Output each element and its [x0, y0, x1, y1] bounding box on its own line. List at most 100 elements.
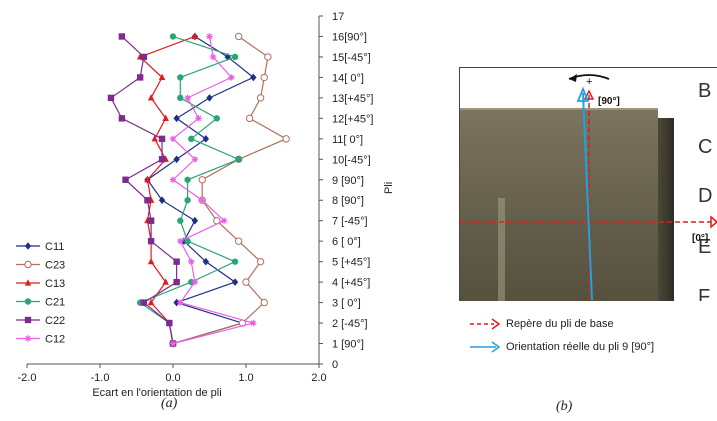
data-point-C13 [147, 298, 155, 306]
ruler-letter: B [698, 80, 712, 102]
data-point-C11 [191, 216, 199, 225]
legend-marker-C13 [24, 279, 32, 286]
data-point-C13 [147, 257, 155, 265]
y-tick-label: 17 [332, 11, 344, 23]
data-point-C12 [177, 237, 184, 245]
data-point-C22 [118, 115, 126, 122]
data-point-C23 [264, 53, 272, 61]
caption-b: (b) [556, 399, 573, 414]
y-tick-label: 3 [ 0°] [332, 298, 361, 310]
x-axis-label: Ecart en l'orientation de pli [92, 387, 221, 399]
data-point-C23 [256, 94, 265, 102]
data-point-C21 [188, 135, 195, 143]
data-point-C22 [140, 299, 147, 306]
data-point-C21 [184, 197, 191, 204]
photo-annotations: + [459, 74, 717, 300]
legend-label-C13: C13 [45, 278, 65, 290]
y-tick-label: 10[-45°] [332, 154, 371, 166]
data-point-C21 [177, 94, 184, 102]
data-point-C21 [184, 176, 191, 183]
data-point-C13 [191, 32, 199, 40]
data-point-C23 [242, 278, 250, 286]
data-point-C22 [158, 156, 166, 163]
data-point-C22 [136, 74, 144, 81]
y-tick-label: 13[+45°] [332, 93, 373, 105]
data-point-C22 [147, 237, 155, 245]
data-point-C11 [202, 257, 210, 266]
y-axis-label: Pli [383, 182, 395, 194]
photo-legend-actual: Orientation réelle du pli 9 [90°] [468, 341, 654, 353]
y-tick-label: 8 [90°] [332, 195, 364, 207]
data-point-C13 [144, 175, 151, 183]
data-point-C22 [122, 176, 129, 183]
x-tick-label: 0.0 [165, 372, 180, 384]
data-point-C12 [209, 53, 217, 61]
data-point-C12 [250, 319, 257, 327]
ruler-letter: F [698, 286, 711, 301]
y-tick-label: 16[90°] [332, 31, 367, 43]
data-point-C23 [282, 135, 290, 143]
data-point-C21 [177, 217, 184, 224]
data-point-C21 [213, 115, 220, 122]
data-point-C13 [158, 73, 166, 81]
data-point-C12 [169, 176, 177, 183]
data-point-C21 [231, 53, 239, 61]
data-point-C12 [184, 94, 191, 102]
data-point-C22 [166, 319, 173, 327]
actual-orientation-line [582, 92, 593, 300]
data-point-C21 [184, 237, 191, 245]
y-tick-label: 11[ 0°] [332, 134, 363, 146]
data-point-C23 [256, 257, 265, 266]
series-line-C12 [172, 36, 256, 345]
data-point-C13 [151, 135, 158, 142]
data-point-C11 [158, 196, 166, 205]
y-tick-label: 14[ 0°] [332, 72, 364, 84]
data-point-C12 [199, 197, 206, 204]
y-tick-label: 12[+45°] [332, 113, 373, 125]
legend-label-C23: C23 [45, 260, 65, 272]
series-line-C13 [139, 35, 196, 344]
x-tick-label: 1.0 [238, 372, 253, 384]
x-tick-label: -2.0 [18, 372, 37, 384]
data-point-C12 [169, 340, 177, 347]
y-tick-label: 6 [ 0°] [332, 236, 361, 248]
y-tick-label: 2 [-45°] [332, 318, 368, 330]
legend-label-C22: C22 [45, 315, 65, 327]
plate-image [460, 110, 658, 301]
y-tick-label: 1 [90°] [332, 339, 364, 351]
label-0: [0°] [692, 233, 709, 244]
data-point-C22 [147, 217, 155, 224]
legend-label-C12: C12 [45, 334, 65, 346]
label-90: [90°] [598, 96, 620, 107]
data-point-C13 [147, 94, 155, 101]
ply-deviation-chart: -2.0 -1.0 0.0 1.0 2.0 0 1 [90°] 2 [-45°] 3 [ 0°]… [16, 11, 395, 399]
data-point-C22 [173, 278, 180, 286]
y-tick-label: 0 [332, 359, 338, 371]
data-point-C23 [198, 176, 206, 184]
composite-plate-photo: B C D E F [90°] [0°] [459, 67, 717, 301]
svg-text:+: + [586, 76, 592, 88]
ruler-letter: C [698, 136, 713, 158]
data-point-C22 [107, 94, 115, 102]
caption-a: (a) [161, 396, 178, 411]
data-point-C11 [250, 73, 257, 82]
data-point-C11 [173, 114, 180, 123]
data-point-C22 [144, 197, 151, 204]
series-line-C23 [172, 35, 288, 345]
y-tick-label: 4 [+45°] [332, 277, 370, 289]
data-point-C23 [245, 114, 254, 123]
x-tick-label: -1.0 [91, 372, 110, 384]
data-point-C11 [224, 53, 231, 61]
legend-label-C21: C21 [45, 297, 65, 309]
ruler-letter: E [698, 236, 712, 258]
data-point-C22 [158, 135, 166, 143]
data-point-C12 [191, 278, 199, 286]
data-point-C22 [140, 53, 147, 61]
data-point-C13 [162, 114, 169, 121]
data-point-C21 [235, 156, 242, 163]
data-point-C12 [220, 217, 228, 224]
legend-marker-C22 [24, 316, 32, 324]
data-point-C23 [235, 32, 243, 41]
legend-marker-C21 [24, 298, 32, 305]
data-point-C12 [191, 156, 199, 163]
